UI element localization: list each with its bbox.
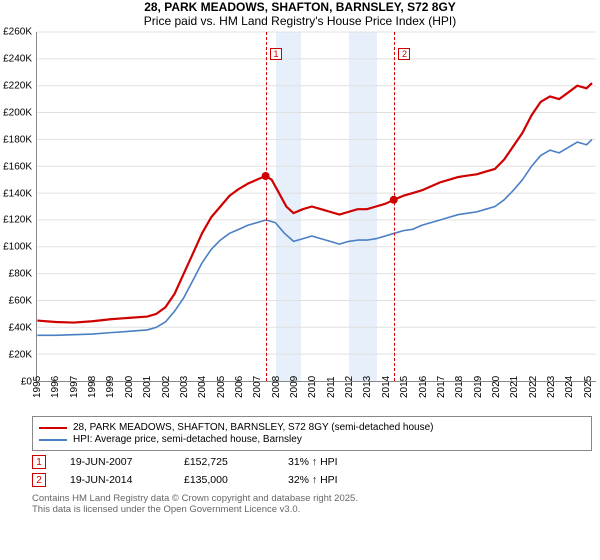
event-marker-box: 2 (32, 473, 46, 487)
y-tick-label: £100K (3, 242, 32, 253)
event-hpi: 32% ↑ HPI (288, 474, 378, 486)
x-tick-label: 2007 (252, 376, 263, 398)
x-tick-label: 2013 (362, 376, 373, 398)
x-tick-label: 2008 (271, 376, 282, 398)
event-hpi: 31% ↑ HPI (288, 456, 378, 468)
y-tick-label: £140K (3, 188, 32, 199)
x-tick-label: 2012 (344, 376, 355, 398)
x-tick-label: 2025 (583, 376, 594, 398)
y-tick-label: £40K (9, 323, 32, 334)
plot-svg (37, 32, 596, 381)
y-tick-label: £220K (3, 80, 32, 91)
x-tick-label: 2011 (326, 376, 337, 398)
event-date: 19-JUN-2014 (70, 474, 160, 486)
event-price: £135,000 (184, 474, 264, 486)
x-tick-label: 2005 (216, 376, 227, 398)
event-marker-on-chart: 2 (398, 48, 410, 60)
legend-label: HPI: Average price, semi-detached house,… (73, 434, 302, 445)
x-tick-label: 2023 (546, 376, 557, 398)
event-marker-box: 1 (32, 455, 46, 469)
x-tick-label: 2020 (491, 376, 502, 398)
y-tick-label: £240K (3, 53, 32, 64)
legend-label: 28, PARK MEADOWS, SHAFTON, BARNSLEY, S72… (73, 422, 434, 433)
x-tick-label: 1996 (50, 376, 61, 398)
chart-title-line1: 28, PARK MEADOWS, SHAFTON, BARNSLEY, S72… (0, 0, 600, 14)
plot-region: 12 (36, 32, 596, 382)
event-vline (266, 32, 267, 381)
event-row: 1 19-JUN-2007 £152,725 31% ↑ HPI (32, 455, 600, 469)
series-line (37, 139, 592, 335)
x-tick-label: 1999 (105, 376, 116, 398)
x-tick-label: 1998 (87, 376, 98, 398)
x-tick-label: 2009 (289, 376, 300, 398)
y-tick-label: £180K (3, 134, 32, 145)
y-tick-label: £200K (3, 107, 32, 118)
x-tick-label: 2017 (436, 376, 447, 398)
y-axis-labels: £0£20K£40K£60K£80K£100K£120K£140K£160K£1… (0, 32, 36, 382)
x-tick-label: 2021 (509, 376, 520, 398)
y-tick-label: £60K (9, 296, 32, 307)
events-table: 1 19-JUN-2007 £152,725 31% ↑ HPI 2 19-JUN-201… (32, 455, 600, 487)
legend-row: 28, PARK MEADOWS, SHAFTON, BARNSLEY, S72… (39, 422, 585, 433)
series-line (37, 83, 592, 323)
footer-line1: Contains HM Land Registry data © Crown c… (32, 493, 592, 504)
legend-swatch (39, 427, 67, 429)
x-axis-labels: 1995199619971998199920002001200220032004… (36, 382, 596, 410)
x-tick-label: 2016 (418, 376, 429, 398)
y-tick-label: £20K (9, 350, 32, 361)
legend-box: 28, PARK MEADOWS, SHAFTON, BARNSLEY, S72… (32, 416, 592, 451)
x-tick-label: 2010 (307, 376, 318, 398)
x-tick-label: 2001 (142, 376, 153, 398)
x-tick-label: 2019 (473, 376, 484, 398)
y-tick-label: £0 (21, 377, 32, 388)
event-price: £152,725 (184, 456, 264, 468)
y-tick-label: £160K (3, 161, 32, 172)
footer-line2: This data is licensed under the Open Gov… (32, 504, 592, 515)
event-vline (394, 32, 395, 381)
legend-swatch (39, 439, 67, 441)
event-date: 19-JUN-2007 (70, 456, 160, 468)
x-tick-label: 2000 (124, 376, 135, 398)
x-tick-label: 1995 (32, 376, 43, 398)
y-tick-label: £260K (3, 27, 32, 38)
x-tick-label: 2003 (179, 376, 190, 398)
x-tick-label: 2022 (528, 376, 539, 398)
x-tick-label: 2014 (381, 376, 392, 398)
event-marker-on-chart: 1 (270, 48, 282, 60)
chart-title-line2: Price paid vs. HM Land Registry's House … (0, 14, 600, 28)
event-row: 2 19-JUN-2014 £135,000 32% ↑ HPI (32, 473, 600, 487)
x-tick-label: 2024 (564, 376, 575, 398)
x-tick-label: 2002 (161, 376, 172, 398)
y-tick-label: £120K (3, 215, 32, 226)
x-tick-label: 2018 (454, 376, 465, 398)
footer-attribution: Contains HM Land Registry data © Crown c… (32, 493, 592, 516)
x-tick-label: 2015 (399, 376, 410, 398)
legend-row: HPI: Average price, semi-detached house,… (39, 434, 585, 445)
y-tick-label: £80K (9, 269, 32, 280)
chart-area: £0£20K£40K£60K£80K£100K£120K£140K£160K£1… (36, 32, 596, 382)
x-tick-label: 2004 (197, 376, 208, 398)
x-tick-label: 1997 (69, 376, 80, 398)
x-tick-label: 2006 (234, 376, 245, 398)
